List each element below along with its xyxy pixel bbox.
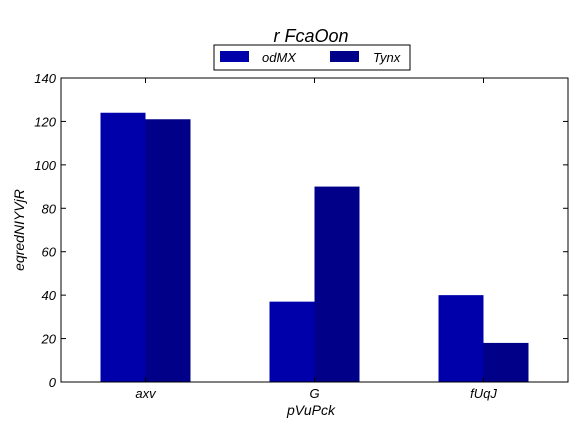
plot-frame — [60, 77, 569, 383]
x-axis-label: pVuPck — [286, 402, 336, 418]
y-tick-label: 120 — [34, 114, 56, 129]
bar-Tynx-fUqJ — [483, 342, 529, 382]
y-tick-label: 60 — [42, 245, 57, 260]
bar-odMX-G — [269, 301, 315, 382]
y-tick-label: 40 — [42, 288, 57, 303]
y-tick-label: 20 — [41, 332, 57, 347]
bar-Tynx-G — [314, 186, 360, 382]
bar-odMX-fUqJ — [438, 295, 484, 382]
x-tick-label: G — [309, 386, 319, 401]
bar-Tynx-axv — [145, 119, 191, 382]
bars-group — [100, 112, 529, 382]
y-axis-label: eqredNIYVjR — [11, 189, 27, 271]
y-tick-label: 140 — [34, 71, 56, 86]
x-tick-label: axv — [135, 386, 157, 401]
bar-odMX-axv — [100, 112, 146, 382]
legend-label-tynx: Tynx — [373, 50, 401, 65]
legend: odMX Tynx — [213, 44, 411, 71]
y-tick-label: 0 — [49, 375, 57, 390]
x-tick-label: fUqJ — [470, 386, 497, 401]
y-tick-label: 80 — [42, 201, 57, 216]
legend-label-odmx: odMX — [262, 50, 297, 65]
y-tick-label: 100 — [34, 158, 56, 173]
chart-title: r FcaOon — [273, 26, 348, 46]
legend-swatch-odmx — [220, 51, 249, 62]
legend-swatch-tynx — [330, 51, 359, 62]
